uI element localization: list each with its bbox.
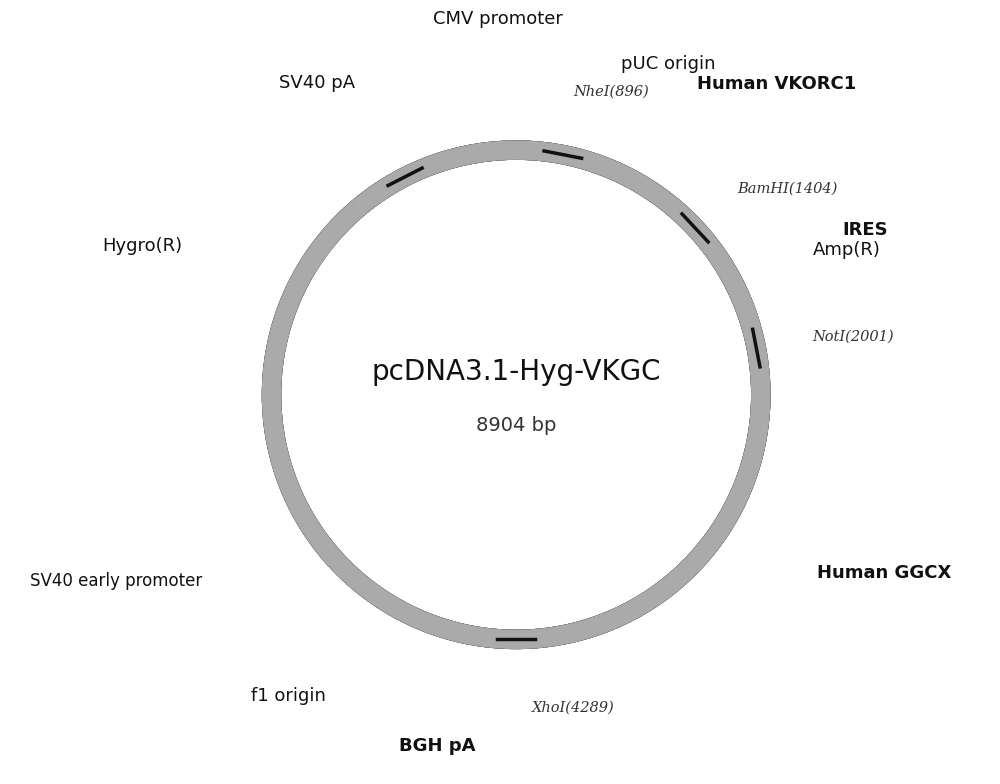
- Text: BGH pA: BGH pA: [399, 738, 475, 756]
- Text: f1 origin: f1 origin: [251, 687, 326, 705]
- Text: pUC origin: pUC origin: [621, 56, 716, 73]
- Text: BamHI(1404): BamHI(1404): [737, 182, 837, 196]
- Text: SV40 early promoter: SV40 early promoter: [30, 572, 203, 590]
- Text: Amp(R): Amp(R): [813, 241, 881, 260]
- Text: XhoI(4289): XhoI(4289): [531, 701, 614, 714]
- Text: SV40 pA: SV40 pA: [279, 74, 355, 92]
- Text: Hygro(R): Hygro(R): [102, 237, 182, 255]
- Text: NheI(896): NheI(896): [574, 85, 650, 98]
- Text: Human GGCX: Human GGCX: [817, 564, 951, 582]
- Text: 8904 bp: 8904 bp: [476, 416, 556, 435]
- Text: CMV promoter: CMV promoter: [433, 10, 563, 28]
- Text: pcDNA3.1-Hyg-VKGC: pcDNA3.1-Hyg-VKGC: [371, 358, 661, 386]
- Text: IRES: IRES: [842, 220, 888, 238]
- Text: NotI(2001): NotI(2001): [813, 330, 894, 344]
- Text: Human VKORC1: Human VKORC1: [697, 75, 856, 93]
